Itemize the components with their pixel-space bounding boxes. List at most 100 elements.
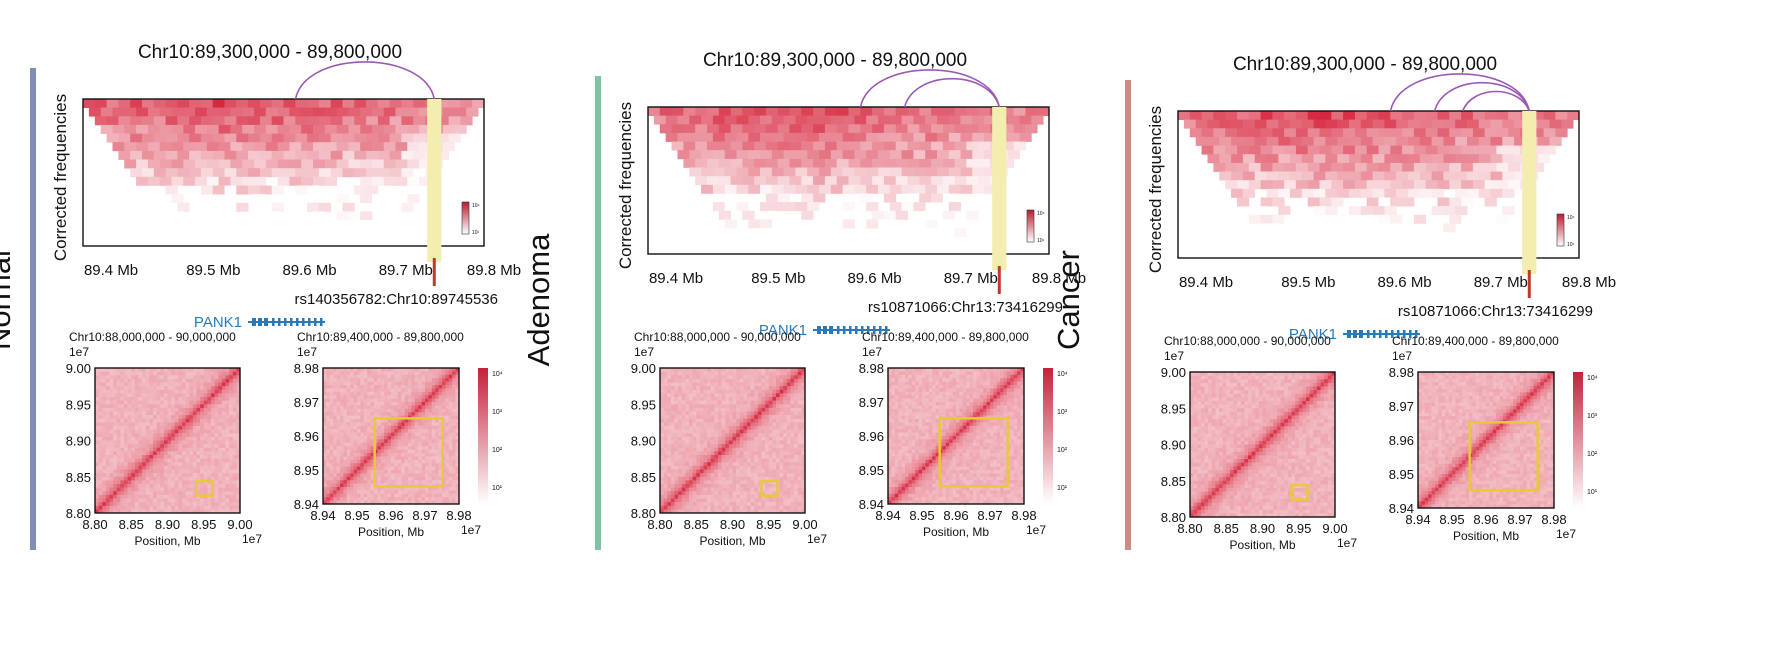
map-cell: [721, 440, 726, 445]
heatmap-cell: [931, 158, 944, 168]
heatmap-cell: [683, 124, 696, 134]
map-cell: [196, 487, 201, 492]
map-cell: [685, 494, 690, 499]
map-cell: [350, 408, 354, 413]
heatmap-cell: [318, 116, 332, 126]
map-cell: [120, 389, 125, 394]
map-cell: [340, 378, 344, 382]
heatmap-cell: [919, 193, 932, 203]
map-cell: [336, 412, 341, 416]
map-cell: [229, 444, 233, 448]
map-cell: [663, 400, 668, 405]
map-cell: [703, 458, 708, 463]
heatmap-cell: [683, 141, 696, 151]
map-cell: [113, 447, 117, 452]
map-cell: [353, 449, 358, 454]
heatmap-cell: [771, 202, 784, 212]
map-cell: [196, 407, 201, 412]
map-cell: [743, 484, 748, 488]
map-cell: [404, 490, 409, 495]
map-cell: [692, 494, 697, 499]
map-cell: [185, 400, 190, 405]
heatmap-cell: [366, 133, 379, 143]
map-cell: [721, 397, 726, 401]
map-cell: [397, 476, 402, 481]
map-cell: [739, 407, 744, 412]
map-cell: [160, 411, 165, 416]
map-cell: [667, 458, 672, 463]
map-cell: [145, 480, 150, 485]
map-cell: [721, 378, 726, 383]
map-cell: [685, 505, 690, 510]
heatmap-cell: [883, 124, 897, 134]
map-cell: [425, 368, 429, 372]
map-cell: [336, 442, 341, 447]
map-cell: [340, 385, 344, 389]
map-cell: [421, 388, 426, 393]
map-cell: [171, 411, 175, 416]
map-cell: [113, 484, 117, 488]
heatmap-cell: [830, 132, 843, 142]
map-cell: [452, 493, 456, 498]
map-cell: [445, 419, 450, 423]
map-cell: [149, 400, 154, 405]
map-cell: [343, 483, 348, 488]
map-cell: [418, 371, 422, 376]
map-cell: [394, 456, 399, 461]
map-cell: [174, 436, 179, 441]
map-cell: [207, 400, 212, 405]
map-cell: [174, 404, 179, 409]
map-cell: [120, 491, 125, 496]
map-cell: [232, 418, 237, 423]
map-cell: [153, 458, 157, 463]
map-cell: [323, 415, 327, 420]
map-cell: [438, 497, 443, 501]
map-cell: [167, 411, 172, 416]
map-cell: [681, 407, 686, 412]
map-cell: [323, 449, 327, 454]
map-xlabel: Position, Mb: [358, 525, 424, 539]
map-cell: [189, 436, 194, 441]
map-cell: [211, 451, 215, 456]
map-cell: [153, 473, 157, 477]
map-cell: [182, 498, 186, 503]
heatmap-cell: [789, 107, 802, 116]
heatmap-cell: [730, 158, 743, 168]
map-cell: [397, 388, 402, 393]
map-cell: [736, 469, 740, 474]
map-cell: [367, 412, 371, 416]
map-cell: [333, 422, 337, 427]
map-cell: [685, 382, 690, 387]
map-cell: [689, 487, 693, 492]
heatmap-cell: [872, 158, 885, 168]
map-cell: [229, 389, 233, 394]
map-cell: [142, 429, 146, 434]
map-cell: [667, 444, 672, 448]
map-cell: [692, 480, 697, 485]
map-cell: [218, 415, 223, 419]
map-cell: [353, 487, 358, 491]
map-cell: [171, 436, 175, 441]
map-cell: [196, 473, 201, 477]
map-cell: [367, 391, 371, 396]
map-cell: [189, 429, 194, 434]
map-cell: [363, 412, 368, 416]
map-cell: [380, 391, 385, 396]
map-cell: [149, 368, 154, 372]
map-cell: [747, 375, 751, 380]
map-cell: [401, 470, 405, 474]
heatmap-cell: [254, 124, 267, 134]
map-cell: [156, 462, 161, 467]
map-cell: [699, 368, 704, 372]
map-cell: [189, 447, 194, 452]
map-cell: [387, 408, 392, 413]
map-cell: [167, 436, 172, 441]
map-cell: [138, 436, 143, 441]
map-cell: [200, 386, 204, 390]
map-cell: [401, 405, 405, 410]
map-cell: [149, 422, 154, 427]
map-cell: [696, 484, 701, 488]
map-cell: [421, 422, 426, 427]
map-cell: [232, 407, 237, 412]
map-cell: [229, 469, 233, 474]
